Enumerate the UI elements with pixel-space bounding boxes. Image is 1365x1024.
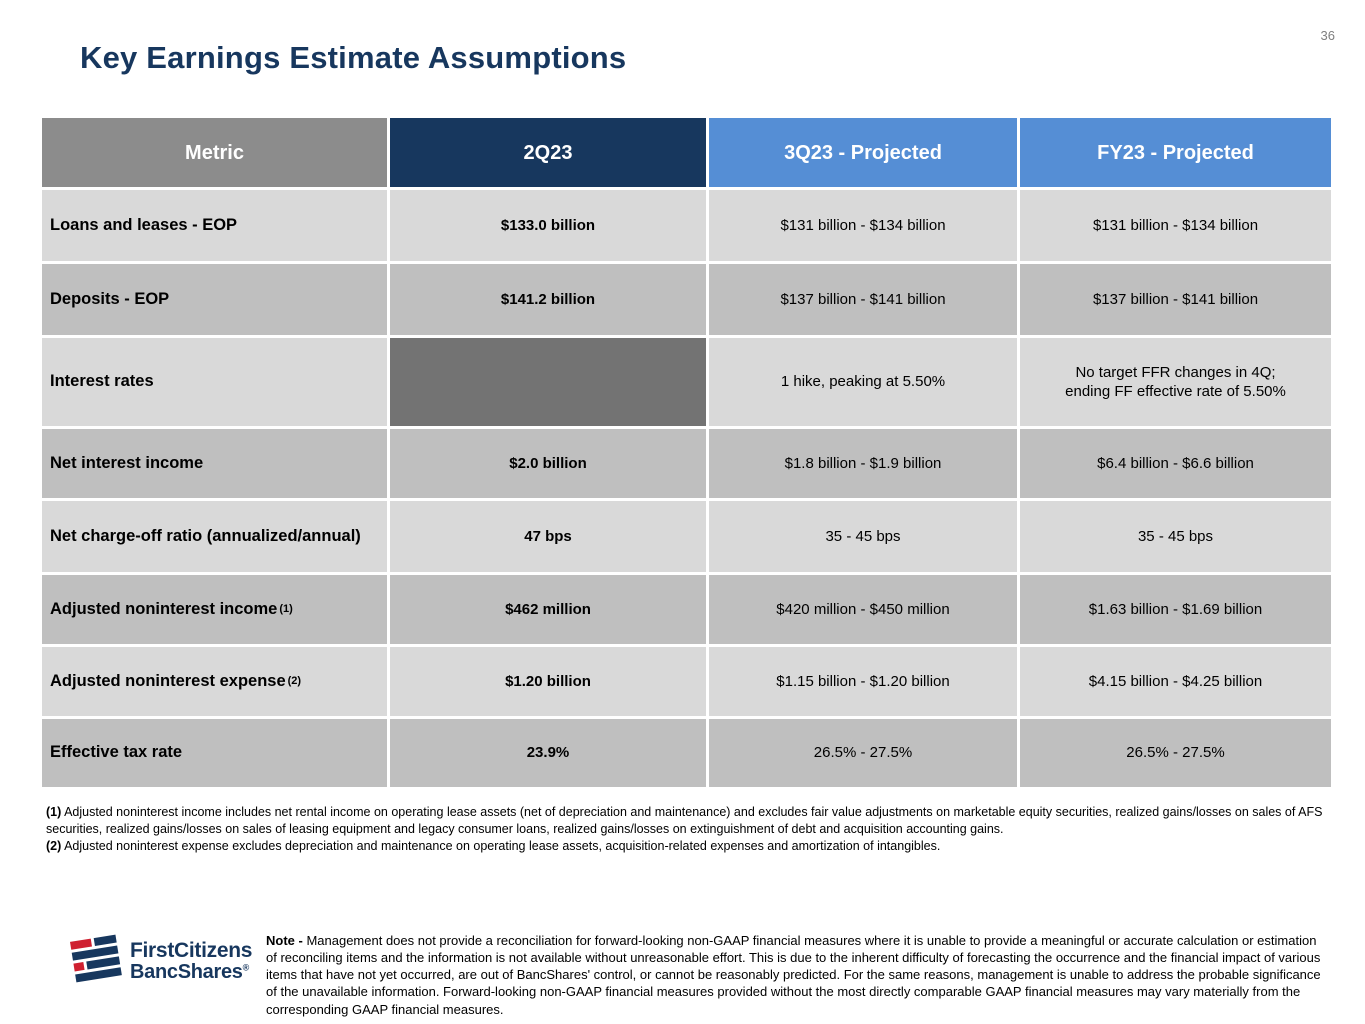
cell-3q23: 35 - 45 bps [709,501,1017,572]
cell-2q23: $2.0 billion [390,429,706,498]
footnote-ref-1: (1) [279,603,293,616]
column-header-3q23-projected: 3Q23 - Projected [709,118,1017,187]
cell-metric: Effective tax rate [42,719,387,787]
cell-metric: Loans and leases - EOP [42,190,387,261]
cell-2q23: 47 bps [390,501,706,572]
cell-3q23: 1 hike, peaking at 5.50% [709,338,1017,426]
cell-metric: Adjusted noninterest income (1) [42,575,387,644]
column-header-fy23-projected: FY23 - Projected [1020,118,1331,187]
logo-line-bancshares: BancShares® [130,961,250,984]
footnote-1-marker: (1) [46,805,62,819]
cell-metric: Net interest income [42,429,387,498]
note-label: Note - [266,933,307,948]
assumptions-table: Metric 2Q23 3Q23 - Projected FY23 - Proj… [42,118,1331,787]
cell-fy23: No target FFR changes in 4Q; ending FF e… [1020,338,1331,426]
metric-label: Deposits - EOP [50,289,170,308]
metric-label: Interest rates [50,372,154,391]
footnote-2-marker: (2) [46,838,62,853]
logo-line-firstcitizens: FirstCitizens [130,938,253,962]
cell-3q23: $131 billion - $134 billion [709,190,1017,261]
cell-fy23: 26.5% - 27.5% [1020,719,1331,787]
page-title: Key Earnings Estimate Assumptions [80,40,627,75]
cell-3q23: $420 million - $450 million [709,575,1017,644]
cell-2q23: $1.20 billion [390,647,706,716]
cell-fy23: 35 - 45 bps [1020,501,1331,572]
note-text: Management does not provide a reconcilia… [266,933,1321,1017]
footnote-1: (1) Adjusted noninterest income includes… [46,804,1328,838]
firstcitizens-bancshares-logo: FirstCitizens BancShares® [68,933,252,990]
cell-2q23: $133.0 billion [390,190,706,261]
cell-fy23: $137 billion - $141 billion [1020,264,1331,335]
cell-3q23: $1.15 billion - $1.20 billion [709,647,1017,716]
footnote-ref-2: (2) [287,675,302,688]
cell-metric: Interest rates [42,338,387,426]
cell-3q23: $1.8 billion - $1.9 billion [709,429,1017,498]
footnote-1-text: Adjusted noninterest income includes net… [46,805,1323,836]
logo-wordmark: FirstCitizens BancShares® [130,938,253,984]
metric-label: Effective tax rate [50,743,183,762]
column-header-2q23: 2Q23 [390,118,706,187]
cell-2q23: 23.9% [390,719,706,787]
cell-3q23: $137 billion - $141 billion [709,264,1017,335]
cell-fy23: $1.63 billion - $1.69 billion [1020,575,1331,644]
cell-fy23: $4.15 billion - $4.25 billion [1020,647,1331,716]
footnote-2-text: Adjusted noninterest expense excludes de… [61,838,941,853]
cell-2q23-not-applicable [390,338,706,426]
page-number: 36 [1320,28,1335,43]
metric-label: Loans and leases - EOP [50,215,238,234]
metric-label: Net interest income [50,453,204,472]
cell-3q23: 26.5% - 27.5% [709,719,1017,787]
footnotes: (1) Adjusted noninterest income includes… [46,804,1328,854]
disclaimer-note: Note - Management does not provide a rec… [266,932,1322,1018]
cell-fy23: $131 billion - $134 billion [1020,190,1331,261]
cell-2q23: $462 million [390,575,706,644]
cell-metric: Adjusted noninterest expense (2) [42,647,387,716]
cell-metric: Deposits - EOP [42,264,387,335]
column-header-metric: Metric [42,118,387,187]
metric-label: Net charge-off ratio (annualized/annual) [50,526,361,545]
metric-label: Adjusted noninterest expense [50,671,286,690]
flag-logo-icon [68,933,124,990]
cell-2q23: $141.2 billion [390,264,706,335]
cell-metric: Net charge-off ratio (annualized/annual) [42,501,387,572]
metric-label: Adjusted noninterest income [50,599,278,618]
registered-mark: ® [242,962,250,973]
cell-fy23: $6.4 billion - $6.6 billion [1020,429,1331,498]
footnote-2: (2) Adjusted noninterest expense exclude… [46,838,1328,855]
